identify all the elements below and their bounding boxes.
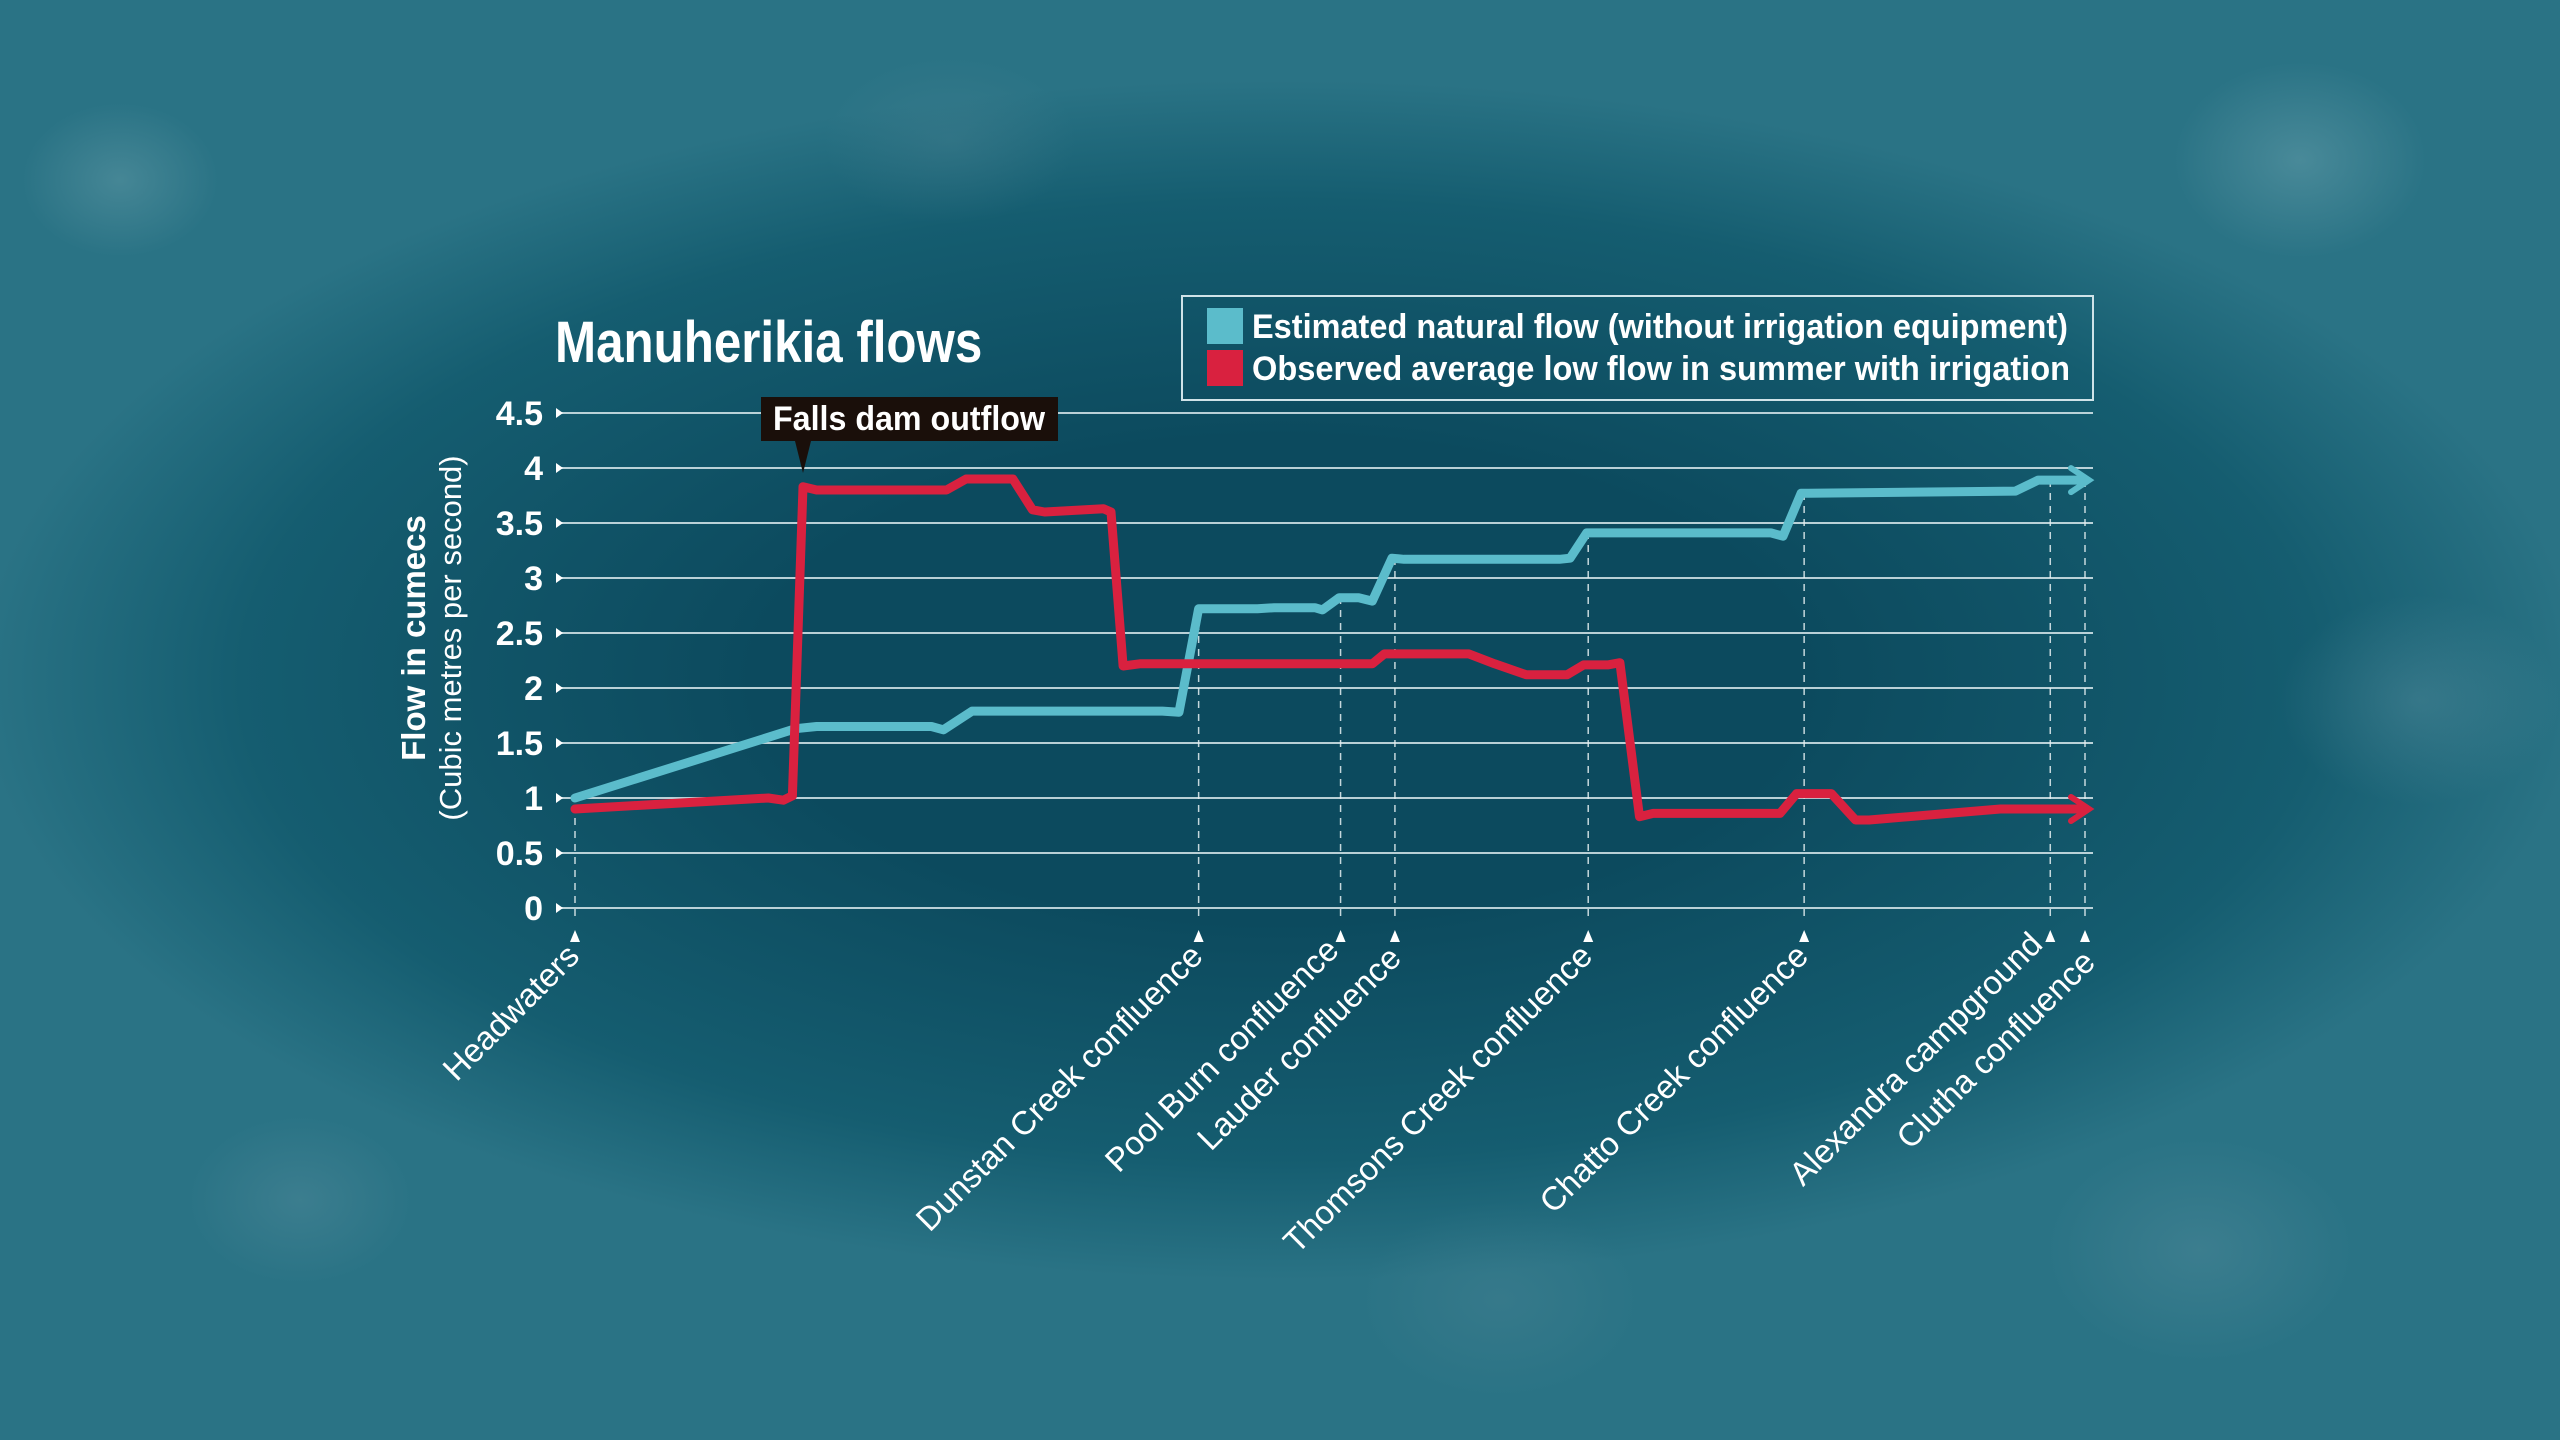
y-tick-mark	[556, 738, 563, 748]
location-marker	[1389, 930, 1400, 942]
y-tick-mark	[556, 518, 563, 528]
natural-flow-line	[570, 475, 2090, 803]
y-tick-label: 0	[524, 890, 543, 928]
y-tick-mark	[556, 463, 563, 473]
legend-swatch-observed	[1207, 350, 1243, 386]
y-tick-mark	[556, 573, 563, 583]
location-markers	[570, 480, 2090, 942]
y-axis-title: Flow in cumecs	[395, 515, 432, 761]
y-tick-mark	[556, 903, 563, 913]
observed-flow-line	[570, 474, 2090, 825]
location-marker	[570, 930, 580, 942]
legend-label-observed: Observed average low flow in summer with…	[1252, 350, 2070, 388]
chart-title: Manuherikia flows	[555, 310, 982, 375]
location-marker	[1193, 930, 1204, 942]
arrowhead-icon	[2068, 465, 2095, 496]
y-tick-mark	[556, 408, 563, 418]
y-tick-label: 4	[524, 450, 543, 488]
y-tick-mark	[556, 683, 563, 693]
y-tick-label: 4.5	[496, 395, 543, 433]
y-tick-label: 0.5	[496, 835, 543, 873]
arrowhead-icon	[2068, 794, 2095, 824]
y-tick-mark	[556, 793, 563, 803]
y-tick-label: 1	[524, 780, 543, 818]
legend: Estimated natural flow (without irrigati…	[1181, 295, 2094, 401]
y-tick-mark	[556, 848, 563, 858]
y-tick-labels: 0 0.5 1 1.5 2 2.5 3 3.5 4 4.5	[496, 395, 543, 928]
legend-swatch-natural	[1207, 308, 1243, 344]
callout-label: Falls dam outflow	[773, 400, 1046, 438]
y-tick-label: 3	[524, 560, 543, 598]
y-tick-mark	[556, 628, 563, 638]
y-tick-label: 1.5	[496, 725, 543, 763]
y-tick-label: 2.5	[496, 615, 543, 653]
location-label: Headwaters	[435, 937, 586, 1088]
location-marker	[2080, 930, 2090, 942]
y-axis-label: Flow in cumecs (Cubic metres per second)	[395, 455, 468, 820]
location-marker	[1583, 930, 1594, 942]
location-marker	[2045, 930, 2056, 942]
y-axis-subtitle: (Cubic metres per second)	[433, 455, 468, 820]
location-marker	[1335, 930, 1346, 942]
location-marker	[1799, 930, 1810, 942]
y-tick-label: 2	[524, 670, 543, 708]
series-lines	[570, 465, 2095, 825]
falls-dam-callout: Falls dam outflow	[761, 397, 1058, 473]
y-tick-label: 3.5	[496, 505, 543, 543]
legend-label-natural: Estimated natural flow (without irrigati…	[1252, 308, 2068, 346]
